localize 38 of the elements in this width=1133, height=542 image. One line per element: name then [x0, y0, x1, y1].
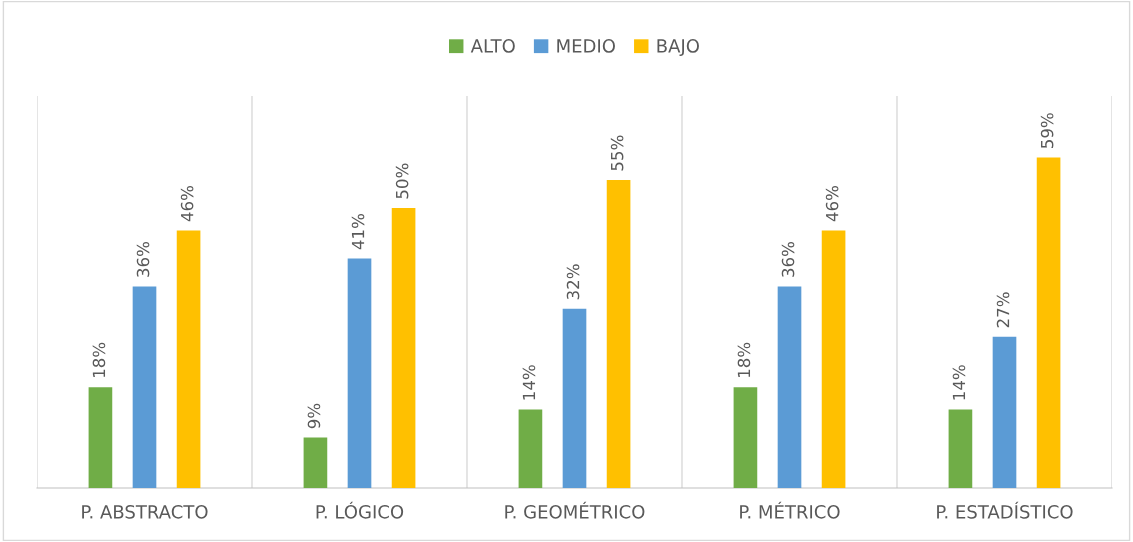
bar — [132, 286, 157, 488]
data-label: 36% — [136, 241, 150, 277]
bar — [821, 230, 846, 488]
bar — [391, 208, 416, 488]
bar — [303, 437, 328, 488]
bar — [518, 409, 543, 488]
bar — [176, 230, 201, 488]
x-tick-label: P. MÉTRICO — [740, 501, 840, 519]
data-label: 46% — [180, 185, 194, 222]
data-label: 55% — [610, 135, 624, 171]
x-tick-label: P. ABSTRACTO — [82, 504, 208, 519]
bar — [88, 387, 113, 488]
bar — [347, 258, 372, 488]
data-label: 41% — [351, 213, 365, 250]
bar — [777, 286, 802, 488]
data-label: 32% — [566, 264, 580, 300]
data-label: 59% — [1040, 113, 1054, 148]
data-label: 14% — [952, 365, 966, 400]
bar — [948, 409, 973, 488]
data-label: 18% — [92, 342, 106, 378]
legend-label: MEDIO — [557, 39, 615, 53]
legend-label: BAJO — [657, 39, 699, 57]
legend-label: ALTO — [470, 39, 515, 53]
bar — [733, 387, 758, 488]
data-label: 36% — [781, 241, 795, 277]
data-label: 14% — [522, 365, 536, 400]
data-label: 50% — [395, 163, 409, 199]
bar — [562, 308, 587, 488]
data-label: 27% — [996, 292, 1010, 328]
x-tick-label: P. GEOMÉTRICO — [505, 501, 645, 519]
x-tick-label: P. ESTADÍSTICO — [937, 501, 1073, 519]
data-label: 18% — [737, 342, 751, 378]
data-label: 9% — [307, 403, 321, 429]
bar — [606, 180, 631, 488]
data-label: 46% — [825, 185, 839, 222]
bar — [1036, 157, 1061, 488]
bar — [992, 336, 1017, 488]
x-tick-label: P. LÓGICO — [316, 501, 404, 519]
